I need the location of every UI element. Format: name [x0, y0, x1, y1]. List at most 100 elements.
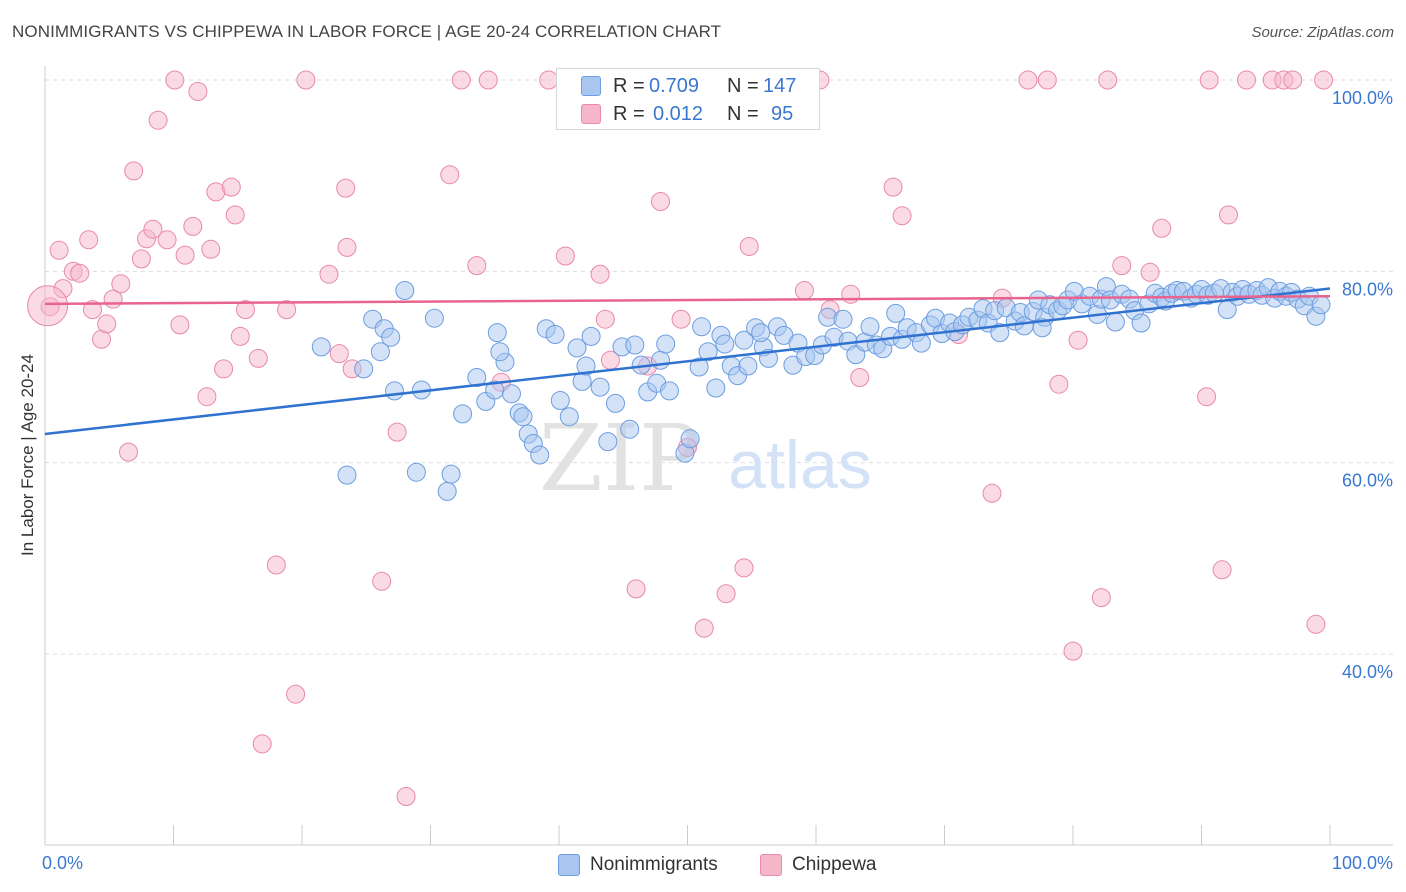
chippewa-point [1219, 205, 1238, 225]
nonimmigrants-point [550, 391, 570, 410]
legend-label-chippewa: Chippewa [792, 854, 877, 875]
chippewa-point [1063, 641, 1083, 661]
chippewa-point [124, 161, 144, 181]
grid-layer [45, 79, 1393, 655]
chippewa-point [225, 205, 245, 225]
stats-legend: R = 0.709 N = 147 R = 0.012 N = 95 [556, 68, 820, 130]
chippewa-point [372, 571, 392, 591]
axis-layer [44, 66, 1393, 846]
chippewa-point [329, 344, 349, 364]
trend-lines [44, 287, 1331, 436]
chippewa-point [230, 326, 250, 346]
chippewa-point [651, 192, 670, 211]
nonimmigrants-point [759, 348, 778, 368]
chippewa-point [70, 263, 90, 283]
legend-item-chippewa: Chippewa [760, 852, 877, 878]
chippewa-point [1018, 70, 1038, 90]
nonimmigrants-point [441, 464, 461, 484]
chippewa-point [1197, 387, 1217, 407]
chippewa-trend-line [44, 294, 1331, 306]
legend-item-nonimmigrants: Nonimmigrants [558, 852, 718, 878]
nonimmigrants-point [437, 481, 457, 501]
nonimmigrants-point [467, 368, 487, 387]
chippewa-point [319, 264, 339, 284]
chippewa-point [83, 300, 102, 320]
chippewa-point [148, 110, 168, 130]
chippewa-point [1068, 330, 1088, 350]
chippewa-point [982, 483, 1002, 503]
nonimmigrants-point [453, 404, 473, 424]
x-tick-label-right: 100.0% [1332, 853, 1393, 873]
chippewa-point [1112, 256, 1132, 276]
y-tick-label: 40.0% [1342, 662, 1393, 682]
chippewa-point [1049, 374, 1069, 394]
nonimmigrants-point [620, 419, 640, 439]
nonimmigrants-point [567, 338, 587, 358]
nonimmigrants-point [513, 407, 533, 427]
chippewa-point [892, 206, 912, 226]
chippewa-point [1098, 70, 1118, 90]
source-credit: Source: ZipAtlas.com [1251, 24, 1394, 41]
chippewa-point [694, 618, 714, 638]
chippewa-point [555, 246, 575, 266]
legend-r-value: 0.709 [649, 74, 700, 97]
chippewa-point [236, 300, 255, 320]
watermark: ZIP atlas [539, 405, 872, 512]
chippewa-point [248, 348, 268, 368]
nonimmigrants-trend-line [44, 287, 1331, 436]
chippewa-point [111, 274, 131, 294]
legend-r-label: R = [613, 102, 645, 125]
legend-r-label: R = [613, 74, 645, 97]
nonimmigrants-point [502, 384, 521, 404]
chippewa-point [539, 70, 559, 90]
chippewa-point [1237, 70, 1256, 90]
nonimmigrants-point [337, 465, 357, 485]
chippewa-point [286, 684, 306, 704]
chippewa-point [841, 284, 861, 304]
chippewa-point [590, 264, 610, 284]
legend-r-value: 0.012 [653, 102, 704, 125]
nonimmigrants-point [1131, 313, 1151, 333]
y-tick-label: 60.0% [1342, 471, 1393, 491]
nonimmigrants-point [381, 327, 401, 347]
chippewa-point [396, 787, 416, 806]
chippewa-point [296, 70, 316, 90]
chippewa-point [119, 442, 138, 462]
nonimmigrants-point [576, 356, 596, 376]
chippewa-point [214, 359, 234, 379]
nonimmigrants-point [715, 334, 735, 354]
legend-n-label: N = [727, 102, 759, 125]
chippewa-point [79, 230, 99, 250]
legend-swatch-blue [558, 854, 580, 876]
nonimmigrants-point [385, 381, 404, 401]
x-tick-label-left: 0.0% [42, 853, 83, 873]
nonimmigrants-point [660, 381, 679, 401]
chippewa-point [1212, 560, 1232, 580]
chippewa-point [157, 230, 177, 250]
nonimmigrants-point [1105, 312, 1125, 332]
nonimmigrants-point [911, 333, 931, 353]
chippewa-point [595, 309, 615, 329]
nonimmigrants-point [590, 377, 610, 397]
nonimmigrants-point [490, 342, 510, 362]
legend-swatch-blue [581, 76, 601, 96]
nonimmigrants-point [990, 323, 1010, 343]
nonimmigrants-point [370, 342, 390, 362]
legend-label-nonimmigrants: Nonimmigrants [590, 854, 718, 875]
chippewa-point [1199, 70, 1219, 90]
chippewa-point [739, 237, 759, 256]
chippewa-point [1037, 70, 1057, 90]
y-tick-label: 100.0% [1332, 88, 1393, 108]
nonimmigrants-point [698, 342, 718, 362]
chippewa-point [336, 178, 356, 198]
nonimmigrants-point [406, 462, 426, 482]
legend-n-value: 147 [763, 74, 797, 97]
nonimmigrants-point [625, 335, 645, 355]
nonimmigrants-point [833, 309, 853, 329]
chippewa-point [478, 70, 498, 90]
nonimmigrants-point [424, 308, 444, 328]
chippewa-point [1140, 262, 1160, 282]
y-axis-label: In Labor Force | Age 20-24 [18, 354, 37, 556]
nonimmigrants-point [530, 445, 550, 465]
chippewa-point [1283, 70, 1303, 90]
